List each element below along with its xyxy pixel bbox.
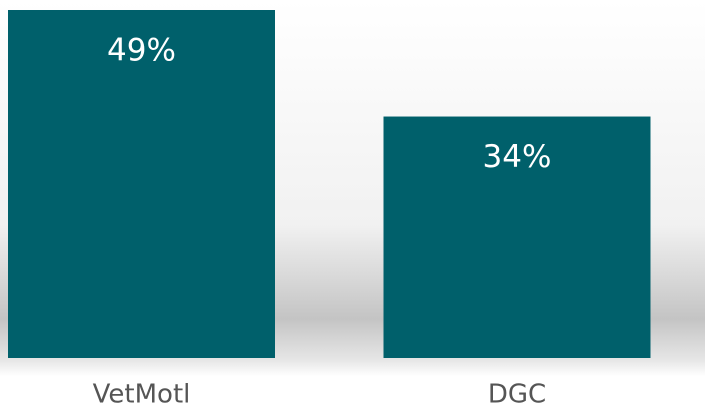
- value-label: 34%: [483, 139, 552, 175]
- bar: [383, 116, 651, 358]
- category-label: DGC: [488, 380, 546, 409]
- bar: [8, 10, 275, 358]
- category-label: VetMotl: [93, 380, 191, 409]
- value-label: 49%: [107, 33, 176, 69]
